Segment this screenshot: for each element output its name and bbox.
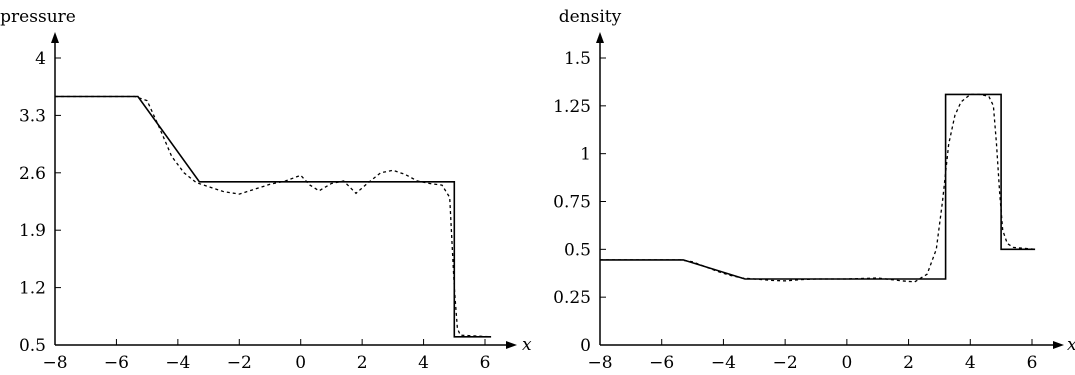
y-axis-label: density [559, 7, 622, 27]
x-tick-label: −2 [227, 353, 252, 373]
numerical-solution-line [600, 93, 1036, 283]
pressure-chart: −8 −6 −4 −2 0 2 4 6 0.5 1.2 1.9 2.6 3.3 4 pressure x [0, 7, 532, 373]
x-tick-label: 4 [965, 353, 976, 373]
y-tick-label: 1.25 [553, 97, 591, 117]
y-tick-label: 1.9 [19, 221, 46, 241]
x-tick-label: 4 [418, 353, 429, 373]
x-tick-label: −6 [649, 353, 674, 373]
x-tick-label: 2 [903, 353, 914, 373]
x-tick-label: −6 [104, 353, 129, 373]
exact-solution-line [600, 93, 1036, 280]
x-tick-label: −8 [42, 353, 67, 373]
y-tick-label: 1.5 [564, 49, 591, 69]
y-tick-label: 2.6 [19, 164, 46, 184]
x-tick-label: 0 [295, 353, 306, 373]
y-tick-label: 0.25 [553, 288, 591, 308]
y-tick-label: 0.75 [553, 193, 591, 213]
numerical-solution-line [55, 95, 492, 338]
x-tick-label: −8 [587, 353, 612, 373]
x-tick-label: −4 [711, 353, 736, 373]
exact-solution-line [55, 95, 492, 338]
density-chart: −8 −6 −4 −2 0 2 4 6 0 0.25 0.5 0.75 1 1.25 1.5 density x [553, 7, 1075, 373]
y-axis-label: pressure [0, 7, 76, 27]
y-axis-arrow [596, 32, 604, 43]
y-tick-label: 1 [580, 145, 591, 165]
y-tick-label: 3.3 [19, 106, 46, 126]
x-tick-label: 0 [841, 353, 852, 373]
y-tick-label: 0.5 [564, 240, 591, 260]
y-tick-label: 0 [580, 336, 591, 356]
x-axis-arrow [506, 341, 517, 349]
x-tick-label: 6 [480, 353, 491, 373]
y-axis-arrow [51, 32, 59, 43]
x-tick-label: −2 [773, 353, 798, 373]
y-tick-label: 0.5 [19, 336, 46, 356]
x-tick-label: 2 [357, 353, 368, 373]
x-axis-label: x [522, 335, 532, 355]
y-tick-label: 4 [35, 49, 46, 69]
x-tick-label: −4 [165, 353, 190, 373]
y-tick-label: 1.2 [19, 279, 46, 299]
x-axis-label: x [1067, 335, 1075, 355]
x-tick-label: 6 [1027, 353, 1038, 373]
x-axis-arrow [1053, 341, 1064, 349]
